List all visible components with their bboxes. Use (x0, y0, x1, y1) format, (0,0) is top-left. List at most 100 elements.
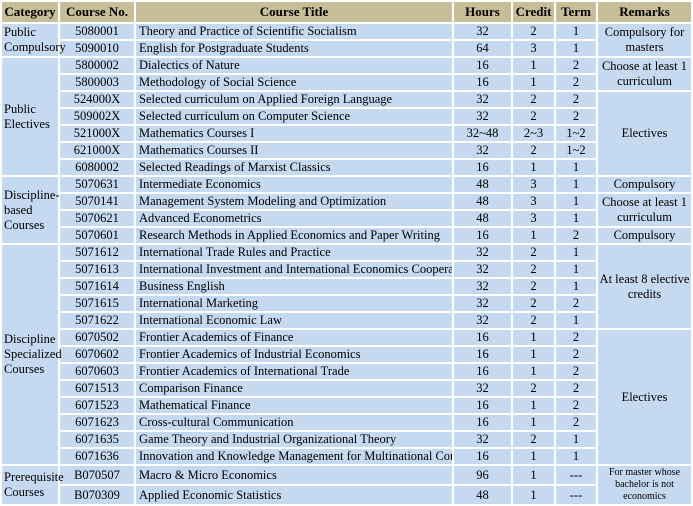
column-header-course-title: Course Title (136, 2, 452, 22)
course-no-cell: 5070621 (60, 211, 134, 226)
course-title-cell: Applied Economic Statistics (136, 486, 452, 504)
hours-cell: 32 (454, 262, 511, 277)
hours-cell: 32~48 (454, 126, 511, 141)
credit-cell: 2 (513, 279, 554, 294)
hours-cell: 48 (454, 177, 511, 192)
course-title-cell: Game Theory and Industrial Organizationa… (136, 432, 452, 447)
course-title-cell: Business English (136, 279, 452, 294)
remarks-cell: For master whose bachelor is not economi… (598, 466, 691, 504)
course-title-cell: Dialectics of Nature (136, 58, 452, 73)
credit-cell: 2 (513, 109, 554, 124)
column-header-hours: Hours (454, 2, 511, 22)
remarks-cell: Choose at least 1 curriculum (598, 194, 691, 226)
hours-cell: 16 (454, 364, 511, 379)
course-no-cell: 5800002 (60, 58, 134, 73)
hours-cell: 32 (454, 381, 511, 396)
hours-cell: 48 (454, 194, 511, 209)
term-cell: 1 (556, 449, 596, 464)
column-header-remarks: Remarks (598, 2, 691, 22)
credit-cell: 3 (513, 194, 554, 209)
category-cell-public-electives: Public Electives (2, 58, 58, 175)
hours-cell: 16 (454, 449, 511, 464)
course-title-cell: Intermediate Economics (136, 177, 452, 192)
hours-cell: 32 (454, 296, 511, 311)
term-cell: 1~2 (556, 126, 596, 141)
course-no-cell: 6071523 (60, 398, 134, 413)
term-cell: 2 (556, 381, 596, 396)
term-cell: 1 (556, 177, 596, 192)
term-cell: 2 (556, 330, 596, 345)
hours-cell: 32 (454, 245, 511, 260)
course-no-cell: 6071635 (60, 432, 134, 447)
term-cell: 2 (556, 415, 596, 430)
credit-cell: 2 (513, 313, 554, 328)
credit-cell: 1 (513, 415, 554, 430)
credit-cell: 2 (513, 245, 554, 260)
course-title-cell: Mathematics Courses I (136, 126, 452, 141)
table-row: 5071614 Business English 32 2 1 (2, 279, 691, 294)
table-row: Public Compulsory 5080001 Theory and Pract… (2, 24, 691, 56)
course-title-cell: International Investment and Internation… (136, 262, 452, 277)
credit-cell: 1 (513, 58, 554, 73)
table-row: 5070141 Management System Modeling and Op… (2, 194, 691, 226)
hours-cell: 16 (454, 347, 511, 362)
hours-cell: 16 (454, 415, 511, 430)
credit-cell: 3 (513, 41, 554, 56)
course-no-cell: 5070601 (60, 228, 134, 243)
course-title-cell: Macro & Micro Economics (136, 466, 452, 484)
course-no-cell: 524000X (60, 92, 134, 107)
term-cell: 1 (556, 245, 596, 260)
course-title-cell: Management System Modeling and Optimizat… (136, 194, 452, 209)
table-row: 6080002 Selected Readings of Marxist Clas… (2, 160, 691, 175)
term-cell: 1 (556, 262, 596, 277)
table-row: 6071636 Innovation and Knowledge Manageme… (2, 449, 691, 464)
hours-cell: 32 (454, 279, 511, 294)
course-no-cell: 5071612 (60, 245, 134, 260)
table-row: Prerequisite Courses B070507 Macro & Micro… (2, 466, 691, 504)
credit-cell: 3 (513, 211, 554, 226)
term-cell: 2 (556, 75, 596, 90)
table-row: 6070603 Frontier Academics of Internation… (2, 364, 691, 379)
table-row: 5071615 International Marketing 32 2 2 (2, 296, 691, 311)
course-title-cell: Mathematics Courses II (136, 143, 452, 158)
table-row: 6071523 Mathematical Finance 16 1 2 (2, 398, 691, 413)
course-title-cell: Cross-cultural Communication (136, 415, 452, 430)
course-no-cell: 6070603 (60, 364, 134, 379)
table-row: 6070602 Frontier Academics of Industrial … (2, 347, 691, 362)
hours-cell: 32 (454, 92, 511, 107)
term-cell: 2 (556, 92, 596, 107)
term-cell: 1 (556, 24, 596, 39)
hours-cell: 32 (454, 143, 511, 158)
course-title-cell: Selected curriculum on Computer Science (136, 109, 452, 124)
remarks-cell: Electives (598, 330, 691, 464)
term-cell: --- (556, 486, 596, 504)
table-row: 524000X Selected curriculum on Applied Fo… (2, 92, 691, 175)
hours-cell: 32 (454, 24, 511, 39)
hours-cell: 32 (454, 313, 511, 328)
category-cell-public-compulsory: Public Compulsory (2, 24, 66, 56)
course-title-cell: International Marketing (136, 296, 452, 311)
hours-cell: 32 (454, 109, 511, 124)
column-header-course-no: Course No. (60, 2, 134, 22)
course-no-cell: 5071622 (60, 313, 134, 328)
table-row: 621000X Mathematics Courses II 32 2 1~2 (2, 143, 691, 158)
table-row: 6071513 Comparison Finance 32 2 2 (2, 381, 691, 396)
table-row: 5070621 Advanced Econometrics 48 3 1 (2, 211, 691, 226)
course-no-cell: 509002X (60, 109, 134, 124)
course-no-cell: 6080002 (60, 160, 134, 175)
term-cell: 1 (556, 194, 596, 209)
table-row: 5800003 Methodology of Social Science 16 1 2 (2, 75, 691, 90)
credit-cell: 1 (513, 364, 554, 379)
hours-cell: 16 (454, 398, 511, 413)
term-cell: 1 (556, 279, 596, 294)
term-cell: 1 (556, 432, 596, 447)
course-no-cell: 5080001 (60, 24, 134, 39)
credit-cell: 2 (513, 143, 554, 158)
term-cell: 2 (556, 109, 596, 124)
term-cell: --- (556, 466, 596, 484)
table-row: Discipline-based Courses 5070631 Intermedi… (2, 177, 691, 243)
course-no-cell: 5071614 (60, 279, 134, 294)
table-row: 6071635 Game Theory and Industrial Organi… (2, 432, 691, 447)
course-title-cell: Innovation and Knowledge Management for … (136, 449, 452, 464)
credit-cell: 1 (513, 347, 554, 362)
